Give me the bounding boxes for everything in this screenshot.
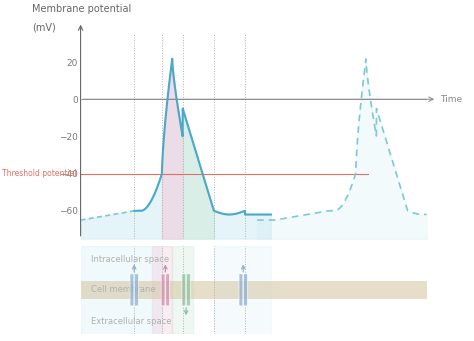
- Bar: [81, 281, 427, 299]
- FancyBboxPatch shape: [239, 274, 243, 306]
- FancyBboxPatch shape: [130, 274, 134, 306]
- FancyBboxPatch shape: [187, 274, 190, 306]
- FancyBboxPatch shape: [244, 274, 247, 306]
- Bar: [81, 246, 162, 334]
- FancyBboxPatch shape: [182, 274, 186, 306]
- Text: Extracellular space: Extracellular space: [91, 317, 172, 326]
- Bar: [214, 246, 271, 334]
- Text: Membrane potential: Membrane potential: [32, 4, 131, 14]
- Bar: [152, 246, 172, 334]
- FancyBboxPatch shape: [161, 274, 165, 306]
- Text: Time: Time: [440, 95, 463, 104]
- FancyBboxPatch shape: [135, 274, 138, 306]
- Text: Intracellular space: Intracellular space: [91, 255, 169, 264]
- Text: Threshold potential: Threshold potential: [2, 169, 77, 178]
- Bar: [172, 246, 193, 334]
- Text: Cell membrane: Cell membrane: [91, 285, 155, 294]
- Text: (mV): (mV): [32, 22, 56, 32]
- FancyBboxPatch shape: [166, 274, 170, 306]
